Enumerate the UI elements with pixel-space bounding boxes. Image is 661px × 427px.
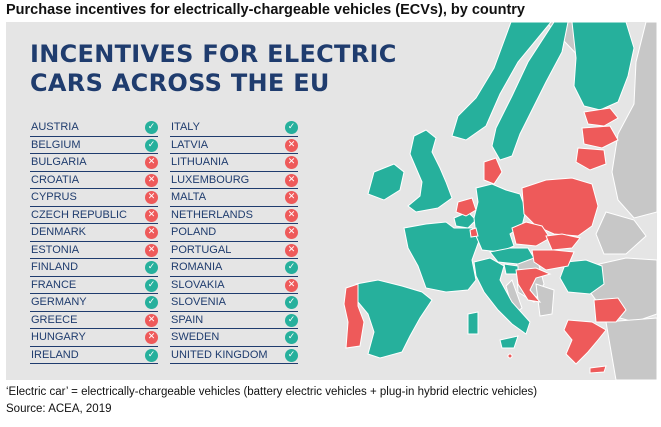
check-icon: ✓ [145,121,158,134]
cross-icon: ✕ [285,173,298,187]
cross-icon: ✕ [285,208,298,222]
footnote: ‘Electric car’ = electrically-chargeable… [6,386,538,398]
country-row: GREECE ✕ [30,312,158,329]
country-row: MALTA ✕ [170,189,298,207]
cross-icon: ✕ [145,208,158,222]
country-name: NETHERLANDS [171,208,253,221]
country-row: PORTUGAL ✕ [170,242,298,259]
country-row: SLOVENIA ✓ [170,294,298,312]
country-row: LITHUANIA ✕ [170,154,298,172]
page-title: Purchase incentives for electrically-cha… [6,2,525,18]
country-name: ROMANIA [171,261,223,273]
cross-icon: ✕ [145,173,158,187]
source-note: Source: ACEA, 2019 [6,403,112,415]
country-name: LATVIA [171,138,209,151]
country-name: LITHUANIA [171,156,229,168]
country-row: FINLAND ✓ [30,259,158,277]
country-name: CYPRUS [31,191,77,203]
cross-icon: ✕ [285,191,298,204]
country-list-left: AUSTRIA ✓ BELGIUM ✓ BULGARIA ✕ CROATIA ✕ CYPRUS ✕… [30,119,158,364]
cross-icon: ✕ [285,156,298,169]
country-name: FINLAND [31,261,79,273]
headline-line-2: CARS ACROSS THE EU [30,69,330,97]
check-icon: ✓ [145,138,158,152]
country-name: GERMANY [31,296,87,308]
map-incentive-countries [355,22,635,359]
infographic-panel: INCENTIVES FOR ELECTRIC CARS ACROSS THE … [6,22,657,380]
country-name: ESTONIA [31,243,80,256]
country-row: IRELAND ✓ [30,347,158,364]
country-row: POLAND ✕ [170,224,298,242]
cross-icon: ✕ [285,138,298,152]
country-row: SWEDEN ✓ [170,329,298,347]
cross-icon: ✕ [285,278,298,292]
country-name: UNITED KINGDOM [171,348,268,361]
country-row: GERMANY ✓ [30,294,158,312]
check-icon: ✓ [285,313,298,327]
check-icon: ✓ [285,261,298,274]
country-name: SWEDEN [171,331,220,343]
country-name: FRANCE [31,278,77,291]
country-name: CROATIA [31,173,80,186]
cross-icon: ✕ [145,156,158,169]
check-icon: ✓ [285,121,298,134]
country-row: BULGARIA ✕ [30,154,158,172]
country-row: NETHERLANDS ✕ [170,207,298,224]
country-row: DENMARK ✕ [30,224,158,242]
country-row: UNITED KINGDOM ✓ [170,347,298,364]
country-name: PORTUGAL [171,243,232,256]
infographic-headline: INCENTIVES FOR ELECTRIC CARS ACROSS THE … [30,40,397,98]
country-row: BELGIUM ✓ [30,137,158,154]
country-row: HUNGARY ✕ [30,329,158,347]
country-row: SPAIN ✓ [170,312,298,329]
country-row: CROATIA ✕ [30,172,158,189]
country-row: ITALY ✓ [170,119,298,137]
cross-icon: ✕ [285,226,298,239]
cross-icon: ✕ [145,226,158,239]
check-icon: ✓ [145,296,158,309]
country-row: AUSTRIA ✓ [30,119,158,137]
country-row: CYPRUS ✕ [30,189,158,207]
check-icon: ✓ [145,261,158,274]
cross-icon: ✕ [285,243,298,257]
cross-icon: ✕ [145,331,158,344]
country-name: DENMARK [31,226,87,238]
cross-icon: ✕ [145,313,158,327]
country-row: LUXEMBOURG ✕ [170,172,298,189]
headline-line-1: INCENTIVES FOR ELECTRIC [30,40,397,68]
country-name: SPAIN [171,313,204,326]
map-no-incentive-countries [343,107,627,374]
country-name: ITALY [171,121,200,133]
country-row: SLOVAKIA ✕ [170,277,298,294]
check-icon: ✓ [285,348,298,362]
check-icon: ✓ [285,296,298,309]
country-name: AUSTRIA [31,121,79,133]
country-row: ROMANIA ✓ [170,259,298,277]
country-list-right: ITALY ✓ LATVIA ✕ LITHUANIA ✕ LUXEMBOURG ✕ MALTA ✕… [170,119,298,364]
cross-icon: ✕ [145,191,158,204]
country-name: SLOVENIA [171,296,227,308]
country-row: LATVIA ✕ [170,137,298,154]
country-row: ESTONIA ✕ [30,242,158,259]
country-row: CZECH REPUBLIC ✕ [30,207,158,224]
country-name: BELGIUM [31,138,81,151]
country-name: SLOVAKIA [171,278,225,291]
country-name: MALTA [171,191,207,203]
country-name: POLAND [171,226,217,238]
check-icon: ✓ [145,278,158,292]
check-icon: ✓ [145,348,158,362]
check-icon: ✓ [285,331,298,344]
country-name: IRELAND [31,348,79,361]
country-row: FRANCE ✓ [30,277,158,294]
country-name: BULGARIA [31,156,87,168]
europe-map [343,22,657,380]
country-name: HUNGARY [31,331,86,343]
country-name: GREECE [31,313,78,326]
country-name: LUXEMBOURG [171,173,250,186]
country-name: CZECH REPUBLIC [31,208,127,221]
cross-icon: ✕ [145,243,158,257]
